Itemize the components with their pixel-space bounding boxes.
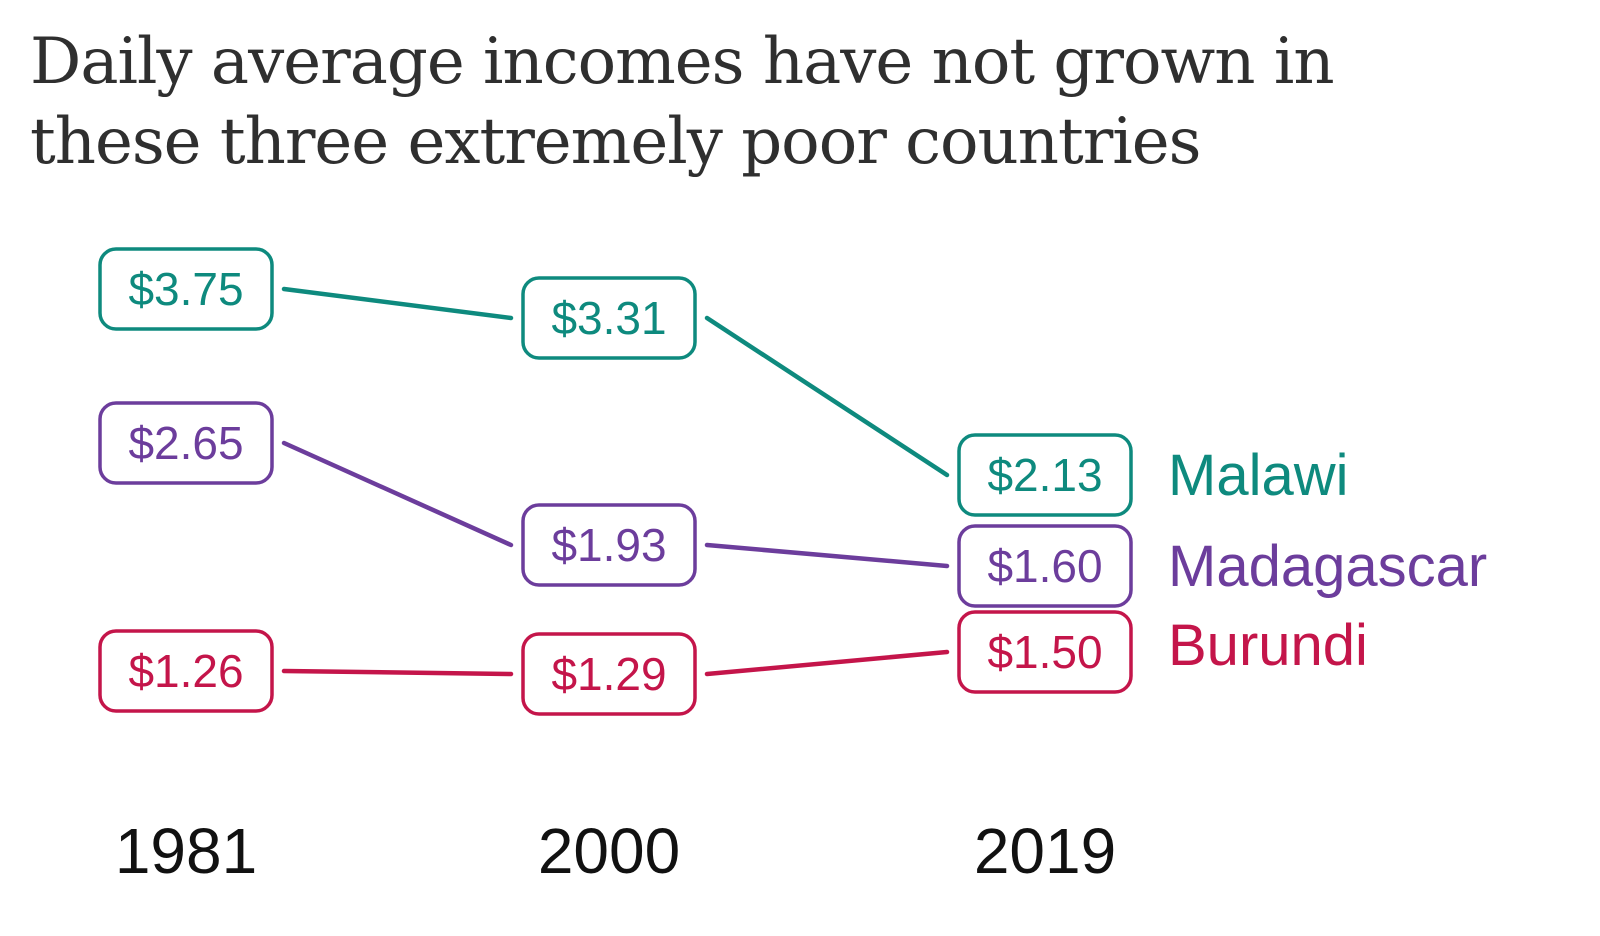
value-labels: $3.75 $3.31 $2.13 $2.65 $1.93 $1.60 $1.26 $1.29…: [98, 247, 1133, 716]
value-box-frame: [98, 247, 274, 331]
value-label: $2.13: [987, 449, 1102, 501]
value-box-frame: [957, 524, 1133, 608]
x-axis-labels: 1981 2000 2019: [115, 815, 1116, 887]
connector-malawi-1981-2000: [281, 286, 514, 321]
year-label-2000: 2000: [538, 815, 680, 887]
value-box-frame: [957, 610, 1133, 694]
value-label: $3.75: [128, 263, 243, 315]
value-box-burundi-2000: $1.29: [521, 632, 697, 716]
country-label-madagascar: Madagascar: [1168, 534, 1487, 599]
chart-title-line-2: these three extremely poor countries: [30, 105, 1201, 179]
value-box-madagascar-1981: $2.65: [98, 401, 274, 485]
connector-malawi-2000-2019: [704, 315, 950, 478]
value-label: $3.31: [551, 292, 666, 344]
value-box-frame: [521, 503, 697, 587]
value-box-frame: [98, 401, 274, 485]
country-label-burundi: Burundi: [1168, 613, 1368, 678]
value-box-madagascar-2019: $1.60: [957, 524, 1133, 608]
connector-lines: [281, 286, 950, 677]
value-box-frame: [521, 632, 697, 716]
connector-madagascar-1981-2000: [281, 440, 514, 548]
value-label: $2.65: [128, 417, 243, 469]
value-box-burundi-1981: $1.26: [98, 629, 274, 713]
value-label: $1.60: [987, 540, 1102, 592]
value-box-frame: [98, 629, 274, 713]
value-box-madagascar-2000: $1.93: [521, 503, 697, 587]
chart-title: Daily average incomes have not grown in …: [30, 22, 1570, 182]
connector-burundi-1981-2000: [281, 668, 514, 677]
value-box-malawi-2019: $2.13: [957, 433, 1133, 517]
value-label: $1.50: [987, 626, 1102, 678]
chart-title-line-1: Daily average incomes have not grown in: [30, 25, 1335, 99]
value-box-burundi-2019: $1.50: [957, 610, 1133, 694]
year-label-1981: 1981: [115, 815, 257, 887]
value-box-malawi-2000: $3.31: [521, 276, 697, 360]
connector-burundi-2000-2019: [704, 649, 950, 677]
value-label: $1.26: [128, 645, 243, 697]
value-label: $1.29: [551, 648, 666, 700]
country-label-malawi: Malawi: [1168, 443, 1349, 508]
country-labels: Malawi Madagascar Burundi: [1168, 443, 1487, 678]
year-label-2019: 2019: [974, 815, 1116, 887]
connector-madagascar-2000-2019: [704, 542, 950, 569]
value-box-frame: [957, 433, 1133, 517]
value-label: $1.93: [551, 519, 666, 571]
value-box-frame: [521, 276, 697, 360]
value-box-malawi-1981: $3.75: [98, 247, 274, 331]
